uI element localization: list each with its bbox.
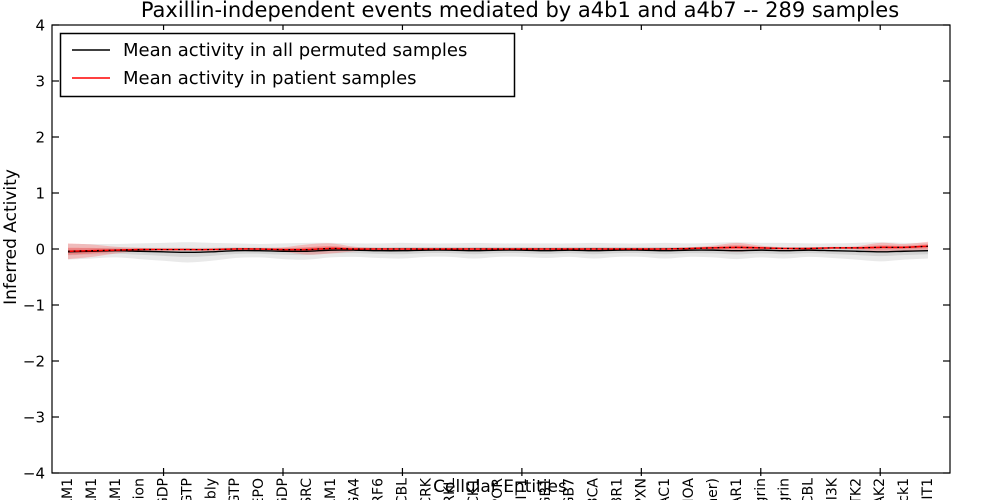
patient-std-band-outer xyxy=(68,241,928,260)
x-axis-ticks xyxy=(162,25,881,476)
x-tick-label: PIK3CA xyxy=(586,478,602,500)
x-axis-label: Cellular Entities xyxy=(433,477,567,497)
permuted-mean-line xyxy=(67,249,929,254)
x-tick-label: mol:GDP xyxy=(156,478,172,500)
x-tick-label: cell adhesion xyxy=(132,478,148,500)
x-tick-label: p130Cas/Crk/Dock1 xyxy=(896,478,912,500)
x-tick-label: ITGB1 xyxy=(538,478,554,500)
y-axis-label: Inferred Activity xyxy=(1,169,21,305)
x-tick-label: CBL xyxy=(394,478,410,500)
x-tick-label: CRK xyxy=(418,477,434,500)
chart-title: Paxillin-independent events mediated by … xyxy=(141,0,899,22)
y-tick-label: 1 xyxy=(35,185,45,203)
y-tick-label: 0 xyxy=(35,241,45,259)
x-tick-label: ITGB7 xyxy=(562,478,578,500)
x-tick-label: lamellipodium assembly xyxy=(203,478,219,500)
y-tick-label: 2 xyxy=(35,129,45,147)
x-tick-labels: MADCAM1 VCAM1 alpha4/beta1 Integrin/VCAM1 c… xyxy=(60,477,936,504)
x-tick-label: SRC xyxy=(299,478,315,500)
x-tick-label: DOCK1 xyxy=(466,478,482,500)
x-tick-label: alpha4/beta1 Integrin xyxy=(753,478,769,500)
legend-label-patient: Mean activity in patient samples xyxy=(123,68,417,89)
legend: Mean activity in all permuted samples Me… xyxy=(59,32,516,98)
y-tick-label: 4 xyxy=(35,17,45,35)
x-tick-label: EPOR xyxy=(490,478,506,500)
legend-box xyxy=(59,32,516,98)
x-tick-label: PI3K xyxy=(824,477,840,500)
legend-label-permuted: Mean activity in all permuted samples xyxy=(123,40,467,61)
x-tick-label: RHOA xyxy=(681,478,697,500)
x-tick-label: ITGA4 xyxy=(347,478,363,500)
x-tick-label: ARF6 xyxy=(371,478,387,500)
dotted-overlay-line xyxy=(67,245,929,252)
y-axis-ticks: 4 3 2 1 0 −1 −2 −3 −4 xyxy=(23,17,950,483)
y-tick-label: −4 xyxy=(23,465,45,483)
x-tick-label: MADCAM1 xyxy=(60,478,76,500)
x-tick-label: alpha4/beta1 Integrin/Paxillin/GIT1 xyxy=(920,478,936,500)
x-tick-label: alpha4/beta1 Integrin/VCAM1 xyxy=(108,478,124,500)
x-tick-label: CRKL/CBL xyxy=(801,478,817,500)
x-tick-label: alpha4/beta7 Integrin xyxy=(777,478,793,500)
x-tick-label: alpha4/beta7 Integrin/MAdCAM1 xyxy=(323,478,339,500)
y-tick-label: −2 xyxy=(23,353,45,371)
x-tick-label: CRKL xyxy=(442,478,458,500)
x-tick-label: JAK2 xyxy=(872,478,888,500)
x-tick-label: PXN xyxy=(633,478,649,500)
x-tick-label: BCAR1 xyxy=(729,478,745,500)
x-tick-label: VCAM1 xyxy=(84,478,100,500)
mean-lines xyxy=(67,245,929,254)
x-tick-label: GIT1 xyxy=(514,478,530,500)
x-tick-label: mol:GTP xyxy=(179,478,195,500)
y-tick-label: −1 xyxy=(23,297,45,315)
x-tick-label: PIK3R1 xyxy=(609,478,625,500)
x-tick-label: Rac1/GDP xyxy=(275,478,291,500)
y-tick-label: 3 xyxy=(35,73,45,91)
x-tick-label: EPO xyxy=(251,478,267,500)
x-tick-label: Rac1/GTP xyxy=(227,478,243,500)
x-tick-label: PTK2 xyxy=(848,478,864,500)
x-tick-label: EPO/EPOR (dimer) xyxy=(705,478,721,500)
x-tick-label: RAC1 xyxy=(657,478,673,500)
y-tick-label: −3 xyxy=(23,409,45,427)
